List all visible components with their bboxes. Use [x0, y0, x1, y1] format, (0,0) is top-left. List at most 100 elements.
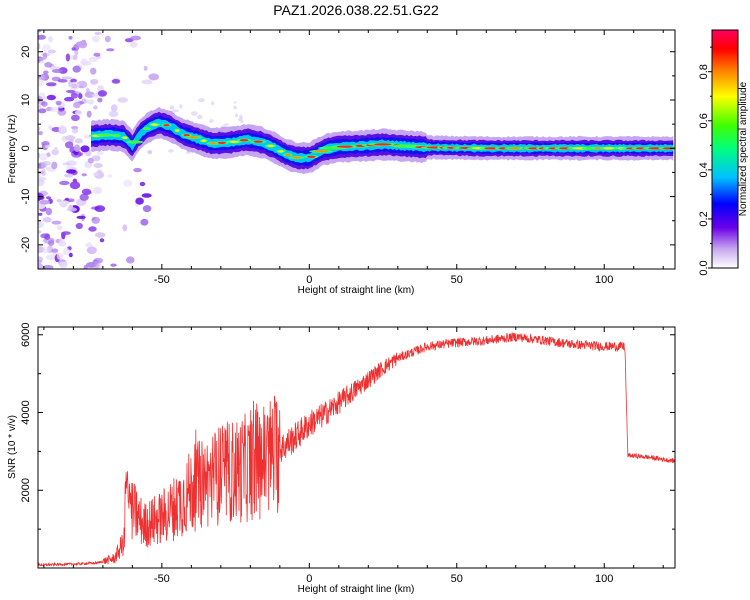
- spectrogram-noise-blob: [93, 261, 100, 269]
- spectrogram-ridge-peak: [267, 144, 274, 147]
- spectrogram-noise-blob: [90, 67, 97, 75]
- spectrogram-noise-blob: [47, 240, 55, 246]
- spectrogram-noise-blob: [190, 111, 198, 116]
- spectrogram-ridge-band: [91, 118, 674, 163]
- spectrogram-noise-blob: [48, 36, 54, 43]
- spectrogram-noise-blob: [94, 205, 106, 213]
- spectrogram-noise-blob: [91, 155, 101, 162]
- spectrogram-noise-blob: [74, 110, 83, 115]
- spectrogram-noise-blob: [75, 222, 83, 230]
- spectrogram-noise-blob: [46, 94, 56, 101]
- spectrogram-noise-blob: [78, 85, 84, 89]
- spectrogram-noise-blob: [143, 65, 148, 71]
- spectrogram-noise-blob: [38, 170, 45, 175]
- spectrogram-noise-blob: [111, 79, 121, 84]
- spectrogram-noise-blob: [56, 199, 62, 203]
- spectrogram-ridge-peak: [662, 147, 675, 150]
- spectrogram-noise-blob: [233, 101, 237, 104]
- spectrogram-noise-blob: [72, 128, 79, 134]
- spectrogram-noise-blob: [88, 226, 97, 232]
- spectrogram-noise-blob: [87, 157, 94, 164]
- spectrogram-ylabel: Frequency (Hz): [7, 115, 18, 184]
- spectrogram-noise-blob: [42, 217, 52, 223]
- spectrogram-noise-blob: [133, 167, 142, 173]
- spectrogram-noise-blob: [71, 47, 76, 51]
- spectrogram-ridge-peak: [201, 139, 207, 142]
- spectrogram-noise-blob: [95, 232, 106, 238]
- spectrogram-noise-blob: [38, 30, 42, 33]
- spectrogram-ridge-peak: [151, 123, 159, 126]
- spectrogram-noise-blob: [38, 256, 44, 263]
- colorbar: 0.0 0.2 0.4 0.6 0.8 Normalized spectral ampl…: [698, 29, 749, 276]
- spectrogram-ridge-peak: [239, 139, 249, 142]
- spectrogram-noise-blob: [51, 161, 58, 170]
- spectrogram-noise-blob: [123, 179, 133, 187]
- snr-xtick-label: -50: [154, 573, 170, 585]
- spectrogram-noise-blob: [38, 108, 47, 114]
- spectrogram-ytick-label: 10: [20, 94, 32, 106]
- spectrogram-noise-blob: [73, 54, 78, 61]
- snr-ytick-label: 2000: [20, 478, 32, 502]
- spectrogram-noise-blob: [74, 49, 79, 56]
- spectrogram-noise-blob: [45, 254, 56, 260]
- spectrogram-noise-blob: [141, 193, 152, 198]
- spectrogram-noise-blob: [140, 218, 149, 226]
- spectrogram-ridge-peak: [99, 134, 111, 137]
- spectrogram-noise-blob: [53, 147, 59, 151]
- spectrogram-noise-blob: [42, 246, 50, 254]
- spectrogram-noise-blob: [51, 220, 62, 225]
- spectrogram-noise-blob: [169, 105, 175, 110]
- spectrogram-noise-blob: [71, 150, 82, 158]
- spectrogram-noise-blob: [44, 62, 52, 68]
- spectrogram-noise-blob: [42, 44, 51, 52]
- spectrogram-noise-blob: [126, 256, 135, 264]
- spectrogram-noise-blob: [68, 252, 73, 258]
- spectrogram-noise-blob: [57, 109, 67, 116]
- spectrogram-noise-blob: [43, 70, 49, 75]
- spectrogram-xtick-label: 100: [595, 274, 613, 286]
- snr-xtick-label: 50: [451, 573, 463, 585]
- spectrogram-ridge-peak: [306, 155, 316, 158]
- spectrogram-ridge-peak: [336, 145, 355, 148]
- spectrogram-noise-blob: [70, 78, 77, 83]
- spectrogram-noise-blob: [110, 104, 118, 112]
- spectrogram-noise-blob: [233, 105, 237, 110]
- spectrogram-noise-blob: [86, 110, 92, 118]
- spectrogram-noise-blob: [47, 49, 57, 54]
- spectrogram-noise-blob: [91, 216, 100, 224]
- spectrogram-ridge-peak: [163, 124, 170, 127]
- spectrogram-noise-blob: [42, 265, 54, 269]
- spectrogram-noise-blob: [38, 179, 45, 187]
- spectrogram-noise-blob: [130, 35, 141, 41]
- spectrogram-noise-blob: [77, 152, 84, 156]
- spectrogram-ridge-peak: [313, 150, 329, 153]
- spectrogram-noise-blob: [234, 113, 238, 118]
- colorbar-gradient: [712, 30, 738, 268]
- spectrogram-xtick-label: 50: [451, 274, 463, 286]
- spectrogram-noise-blob: [64, 141, 74, 149]
- spectrogram-noise-blob: [39, 153, 48, 161]
- spectrogram-ridge-peak: [113, 134, 120, 137]
- spectrogram-noise-blob: [185, 151, 191, 154]
- spectrogram-noise-blob: [86, 246, 97, 255]
- spectrogram-noise-blob: [42, 52, 48, 60]
- spectrogram-noise-blob: [62, 247, 71, 256]
- spectrogram-noise-blob: [93, 186, 102, 194]
- spectrogram-noise-blob: [198, 98, 205, 103]
- spectrogram-ridge-peak: [144, 127, 150, 130]
- spectrogram-noise-blob: [38, 230, 42, 234]
- spectrogram-noise-blob: [238, 117, 243, 122]
- spectrogram-noise-blob: [59, 180, 70, 186]
- spectrogram-noise-blob: [46, 196, 51, 200]
- spectrogram-noise-blob: [45, 207, 53, 216]
- colorbar-frame: [711, 29, 739, 269]
- spectrogram-noise-blob: [93, 162, 103, 169]
- spectrogram-noise-blob: [167, 149, 174, 153]
- spectrogram-noise-blob: [61, 231, 71, 235]
- spectrogram-noise-blob: [40, 162, 48, 169]
- spectrogram-noise-blob: [51, 76, 61, 82]
- spectrogram-noise-blob: [39, 200, 50, 205]
- spectrogram-ridge-peak: [291, 156, 302, 159]
- spectrogram-noise-blob: [210, 101, 215, 106]
- spectrogram-noise-blob: [44, 144, 52, 149]
